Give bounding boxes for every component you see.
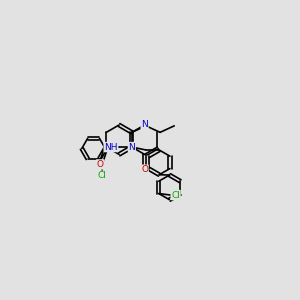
Text: N: N bbox=[128, 142, 135, 152]
Text: NH: NH bbox=[104, 142, 118, 152]
Text: Cl: Cl bbox=[98, 171, 107, 180]
Text: O: O bbox=[141, 165, 148, 174]
Text: Cl: Cl bbox=[171, 190, 180, 200]
Text: O: O bbox=[97, 160, 104, 169]
Text: N: N bbox=[141, 121, 148, 130]
